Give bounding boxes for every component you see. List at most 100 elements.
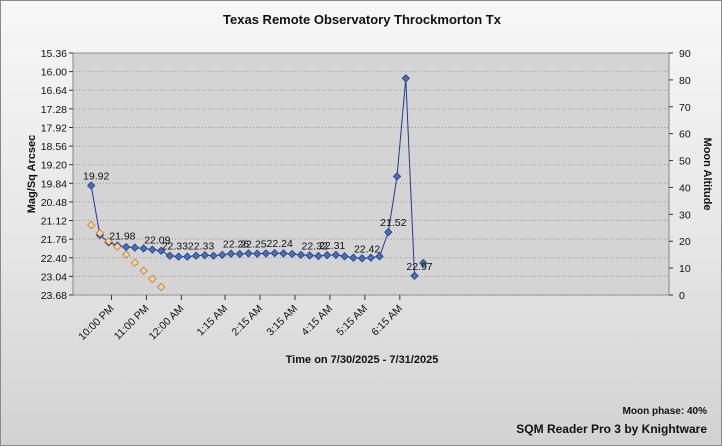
data-point xyxy=(357,254,367,263)
data-point xyxy=(253,249,262,258)
y2-tick-label: 0 xyxy=(679,290,685,302)
data-point xyxy=(419,258,428,268)
right-axis-ticks: 90 80 70 60 50 40 30 20 10 0 xyxy=(669,48,691,302)
data-point xyxy=(218,250,227,260)
data-label: 19.92 xyxy=(83,171,109,183)
y-axis-title: Mag/Sq Arcsec xyxy=(26,135,38,213)
data-point xyxy=(148,274,157,284)
data-point xyxy=(366,253,375,262)
data-label: 22.33 xyxy=(188,241,214,253)
data-point xyxy=(87,220,96,230)
data-label: 22.97 xyxy=(406,261,432,273)
y-tick-label: 23.04 xyxy=(41,271,67,283)
y2-tick-label: 60 xyxy=(679,129,691,141)
y-tick-label: 16.64 xyxy=(41,85,67,97)
y-tick-label: 18.56 xyxy=(41,141,67,153)
x-tick-label: 12:00 AM xyxy=(147,303,187,343)
data-label: 22.32 xyxy=(302,240,328,252)
y2-tick-label: 10 xyxy=(679,263,691,275)
data-point xyxy=(191,251,201,260)
data-point xyxy=(270,248,279,258)
left-axis-ticks: 15.36 16.00 16.64 17.28 17.92 18.56 19.20 19.84… xyxy=(41,48,73,302)
data-point xyxy=(183,252,192,261)
data-point xyxy=(156,282,166,292)
data-label: 22.42 xyxy=(354,243,380,255)
gridlines xyxy=(73,52,669,296)
data-point xyxy=(410,271,419,280)
y2-tick-label: 50 xyxy=(679,156,691,168)
data-point xyxy=(296,250,306,260)
data-label: 22.24 xyxy=(267,238,293,250)
moon-phase: Moon phase: 40% xyxy=(623,406,708,417)
data-point xyxy=(322,250,332,260)
data-point xyxy=(121,250,131,259)
y2-tick-label: 40 xyxy=(679,182,691,194)
data-label: 22.33 xyxy=(162,241,188,253)
credit: SQM Reader Pro 3 by Knightware xyxy=(516,422,707,436)
data-label: 22.26 xyxy=(223,239,249,251)
y-tick-label: 20.48 xyxy=(41,197,67,209)
data-label: 21.98 xyxy=(109,231,135,243)
x-axis-title: Time on 7/30/2025 - 7/31/2025 xyxy=(286,354,439,366)
x-tick-label: 3:15 AM xyxy=(264,303,300,339)
y2-axis-title: Moon Altitude xyxy=(701,138,713,211)
data-point xyxy=(314,251,323,261)
y-tick-label: 19.84 xyxy=(41,178,67,190)
data-point xyxy=(87,181,96,190)
y2-tick-label: 90 xyxy=(679,48,691,60)
y-tick-label: 21.76 xyxy=(41,234,67,246)
y-tick-label: 22.40 xyxy=(41,253,67,265)
x-tick-label: 11:00 PM xyxy=(112,303,152,343)
y-tick-label: 17.92 xyxy=(41,122,67,134)
data-point xyxy=(130,243,140,252)
data-point xyxy=(375,252,384,261)
x-tick-label: 4:15 AM xyxy=(299,303,335,339)
y2-tick-label: 80 xyxy=(679,75,691,87)
y2-tick-label: 70 xyxy=(679,102,691,114)
data-point xyxy=(148,245,157,254)
data-point xyxy=(384,228,393,237)
y-tick-label: 23.68 xyxy=(41,290,67,302)
data-label: 22.09 xyxy=(144,235,170,247)
y-tick-label: 15.36 xyxy=(41,48,67,60)
y-tick-label: 21.12 xyxy=(41,216,67,228)
data-point xyxy=(235,249,244,259)
x-tick-label: 2:15 AM xyxy=(229,303,265,339)
x-tick-label: 10:00 PM xyxy=(76,303,116,343)
data-point xyxy=(200,250,209,260)
chart-title: Texas Remote Observatory Throckmorton Tx xyxy=(223,12,502,27)
y2-tick-label: 20 xyxy=(679,236,691,248)
data-point xyxy=(209,251,218,260)
data-point xyxy=(279,249,288,258)
y-tick-label: 17.28 xyxy=(41,104,67,116)
data-point xyxy=(165,251,174,260)
y-tick-label: 16.00 xyxy=(41,67,67,79)
data-label: 21.52 xyxy=(380,217,406,229)
data-point xyxy=(139,266,148,275)
data-point xyxy=(113,242,122,251)
y2-tick-label: 30 xyxy=(679,209,691,221)
x-tick-label: 1:15 AM xyxy=(194,303,230,339)
data-point xyxy=(174,252,183,261)
data-point xyxy=(401,74,410,83)
x-tick-label: 5:15 AM xyxy=(334,303,370,339)
data-point xyxy=(226,249,236,258)
y-tick-label: 19.20 xyxy=(41,160,67,172)
data-point xyxy=(104,237,113,246)
data-point xyxy=(331,250,341,260)
data-point xyxy=(95,228,105,238)
data-point xyxy=(156,246,166,255)
data-point xyxy=(340,252,349,261)
data-point xyxy=(305,251,314,260)
data-point xyxy=(349,253,358,262)
data-point xyxy=(139,244,148,253)
data-label: 22.25 xyxy=(240,238,266,250)
data-point xyxy=(130,258,140,267)
data-label: 22.31 xyxy=(319,240,345,252)
series-layer xyxy=(87,74,428,292)
x-tick-label: 6:15 AM xyxy=(369,303,405,339)
